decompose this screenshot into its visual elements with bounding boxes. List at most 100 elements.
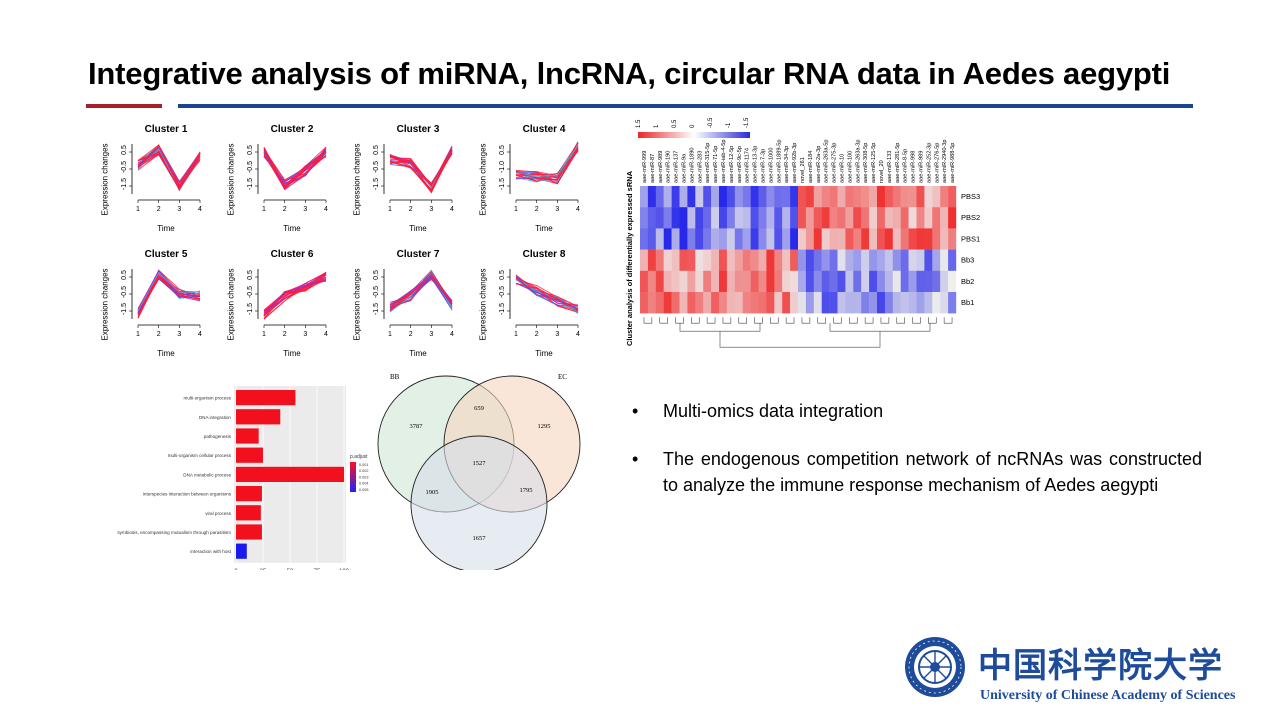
heatmap-cell (948, 228, 957, 250)
cluster-series-line (515, 276, 579, 311)
heatmap-column-label: aae-miR-275-3p (832, 143, 838, 183)
cluster-title: Cluster 2 (270, 124, 314, 135)
go-legend-tick: 0.004 (359, 482, 369, 486)
go-x-tick-label: 100 (339, 569, 350, 570)
heatmap-cell (940, 292, 949, 314)
cluster-x-tick-label: 2 (409, 331, 413, 338)
cluster-plot: Cluster 5 Expression changes Time 0.5 -0.5 -1… (96, 249, 214, 367)
go-term-label: viral process (205, 511, 231, 516)
heatmap-cell (829, 228, 838, 250)
heatmap-cell (734, 228, 743, 250)
heatmap-cell (837, 207, 846, 229)
heatmap-column-label: aae-miR-13-3p (753, 146, 759, 183)
heatmap-cell (758, 249, 767, 271)
cluster-x-tick-label: 1 (514, 206, 518, 213)
heatmap-cell (829, 249, 838, 271)
heatmap-cell (663, 186, 672, 208)
heatmap-cell (774, 186, 783, 208)
heatmap-cell (726, 207, 735, 229)
heatmap-cell (742, 270, 751, 293)
heatmap-cell (877, 186, 886, 208)
heatmap-column-label: novel_20 (879, 160, 885, 183)
heatmap-column-label: aae-miR-998 (911, 151, 917, 183)
heatmap-cell (640, 186, 649, 208)
cluster-title: Cluster 6 (270, 249, 314, 260)
cluster-y-tick-label: -0.5 (247, 161, 254, 173)
cluster-x-tick-label: 2 (283, 331, 287, 338)
go-legend-title: p.adjust (350, 454, 368, 460)
heatmap-cell (750, 207, 759, 229)
heatmap-cell (726, 186, 735, 208)
heatmap-cell (877, 228, 886, 250)
heatmap-cell (655, 228, 664, 250)
heatmap-cell (679, 292, 688, 314)
heatmap-cell (916, 249, 925, 271)
venn-set-label: EC (558, 373, 567, 381)
go-barchart: 0 25 50 75 100 multi-organism process DNA inte… (117, 386, 369, 575)
heatmap-cell (647, 207, 656, 229)
dendrogram-branch (706, 317, 716, 324)
cluster-series-line (389, 273, 453, 309)
heatmap-cell (782, 249, 791, 271)
heatmap-cell (829, 292, 838, 314)
heatmap-cell (671, 270, 680, 293)
heatmap-cell (655, 270, 664, 293)
cluster-series-line (263, 275, 327, 311)
heatmap-cell (900, 270, 909, 293)
cluster-series-line (263, 279, 327, 314)
cluster-x-tick-label: 3 (429, 331, 433, 338)
heatmap-cell (924, 249, 933, 271)
heatmap-cell (742, 292, 751, 314)
heatmap-cell (647, 186, 656, 208)
heatmap-cell (853, 292, 862, 314)
dendrogram-branch (817, 317, 826, 324)
heatmap-cell (853, 186, 862, 208)
heatmap-legend-tick: 1.5 (636, 119, 642, 128)
heatmap-legend-tick: 1 (654, 124, 660, 128)
heatmap-cell (774, 270, 783, 293)
cluster-series-line (263, 279, 327, 316)
heatmap-panel: 1.5 1 0.5 0 -0.5 -1 -1.5 Cluster analysis of di… (622, 116, 988, 350)
heatmap-cell (790, 186, 799, 208)
heatmap-cell (774, 228, 783, 250)
heatmap-cell (916, 228, 925, 250)
dendrogram-branch (754, 317, 763, 324)
cluster-plot: Cluster 8 Expression changes Time 0.5 -0.5 -1… (474, 249, 592, 367)
venn-diagram: BB EC 3787 1295 659 1527 1905 1795 1657 (372, 366, 584, 573)
go-legend-bar (350, 462, 356, 492)
heatmap-column-label: aae-miR-999 (642, 151, 648, 183)
cluster-series-line (263, 280, 327, 320)
heatmap-column-label: aae-miR-2a-3p (816, 146, 822, 183)
heatmap-cell (805, 186, 814, 208)
heatmap-cell (821, 249, 830, 271)
dendrogram-branch (829, 323, 931, 332)
heatmap-column-label: aae-miR-190 (666, 151, 672, 183)
heatmap-cell (805, 207, 814, 229)
cluster-x-tick-label: 4 (324, 331, 328, 338)
heatmap-cell (884, 228, 893, 250)
heatmap-cell (940, 228, 949, 250)
heatmap-cell (663, 292, 672, 314)
heatmap-cell (884, 249, 893, 271)
go-term-label: pathogenesis (204, 434, 232, 439)
heatmap-cell (884, 292, 893, 314)
heatmap-cell (695, 292, 704, 314)
heatmap-cell (916, 292, 925, 314)
heatmap-cell (734, 249, 743, 271)
bullet-marker: • (632, 401, 639, 421)
heatmap-cell (916, 270, 925, 293)
heatmap-cell (766, 186, 775, 208)
heatmap-column-label: aae-miR-12-5p (729, 146, 735, 183)
heatmap-legend-tick: -1.5 (744, 117, 750, 128)
cluster-x-tick-label: 4 (576, 206, 580, 213)
heatmap-cell (845, 186, 854, 208)
cluster-plot: Cluster 4 Expression changes Time 0.5 -1.0 -1… (474, 124, 592, 242)
cluster-xlabel: Time (535, 349, 553, 358)
heatmap-cell (695, 270, 704, 293)
go-term-label: symbiosis, encompassing mutualism throug… (117, 530, 231, 535)
go-term-label: DNA integration (199, 415, 232, 420)
cluster-xlabel: Time (283, 224, 301, 233)
cluster-title: Cluster 8 (522, 249, 566, 260)
heatmap-cell (869, 270, 878, 293)
go-x-tick-label: 25 (260, 569, 267, 570)
